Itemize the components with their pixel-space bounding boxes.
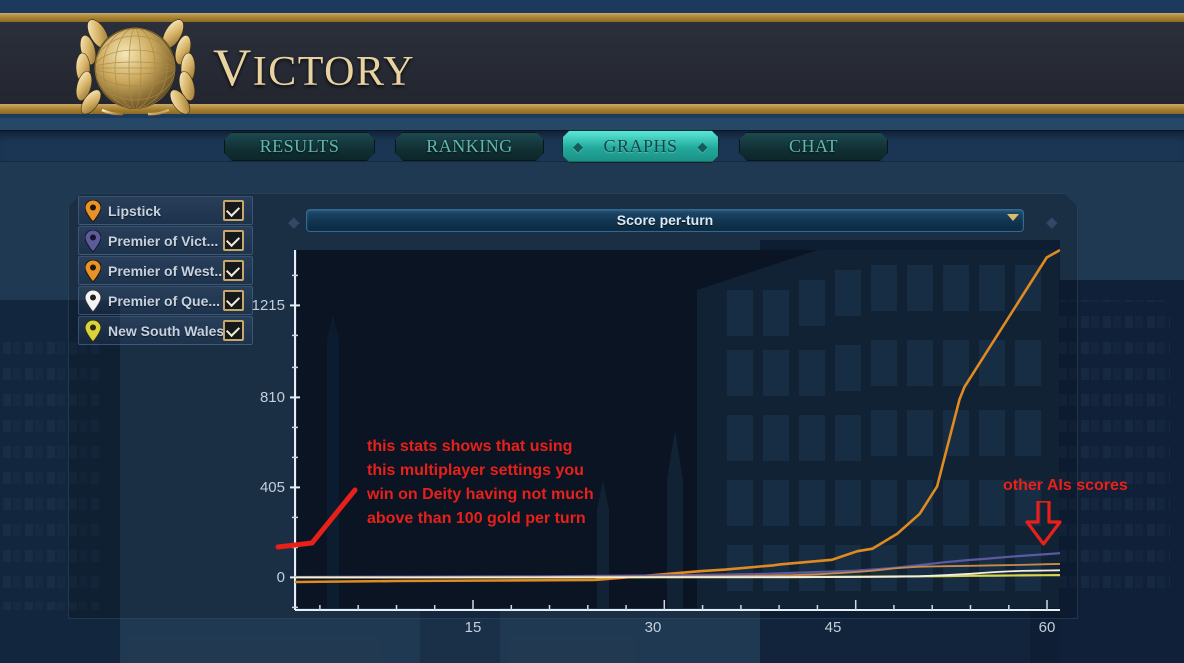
svg-text:15: 15 xyxy=(465,619,482,636)
svg-text:30: 30 xyxy=(645,619,662,636)
svg-text:60: 60 xyxy=(1039,619,1056,636)
svg-text:0: 0 xyxy=(277,569,285,586)
svg-text:1215: 1215 xyxy=(252,297,285,314)
svg-text:810: 810 xyxy=(260,389,285,406)
svg-text:45: 45 xyxy=(825,619,842,636)
